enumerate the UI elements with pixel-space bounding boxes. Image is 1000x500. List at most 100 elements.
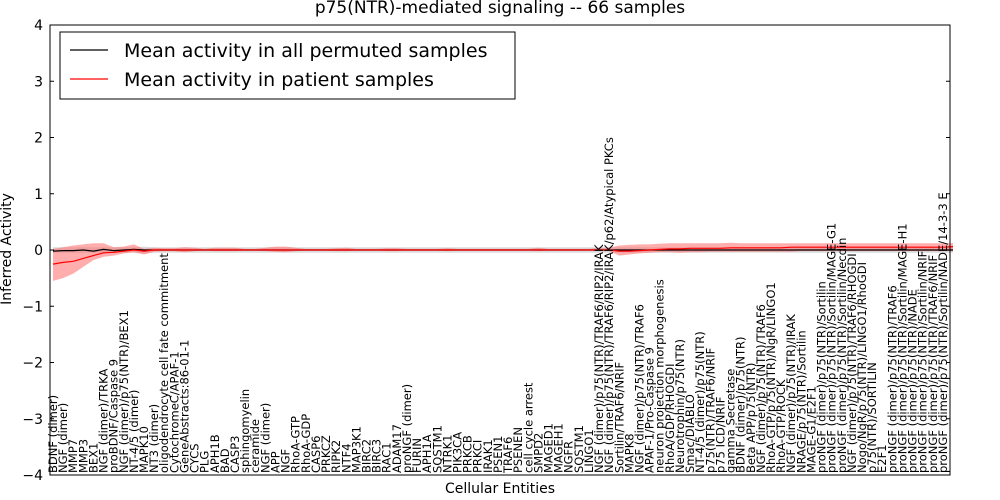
x-category-label: SMPD2 (531, 433, 545, 473)
x-category-label: NGF (dimer)/p75(NTR)/IRAK (784, 314, 798, 473)
x-category-label: Beta APP/p75(NTR) (744, 363, 758, 473)
x-category-label: TRAF6 (501, 437, 515, 474)
x-category-label: sphingomyelin (238, 389, 252, 473)
x-category-label: APH1A (420, 434, 434, 473)
x-category-label: SQSTM1 (430, 425, 444, 473)
x-category-label: SQSTM1 (572, 425, 586, 473)
x-category-label: PRKCZ (319, 435, 333, 473)
x-category-label: PRKCB (461, 435, 475, 473)
x-category-label: PSENEN (511, 427, 525, 473)
x-category-label: proNGF (dimer)/p75(NTR)/Sortilin/MAGE-H1 (895, 223, 909, 473)
x-category-label: APP (269, 451, 283, 473)
x-category-label: NTF4 (339, 443, 353, 473)
x-category-label: gamma Secretase (724, 369, 738, 473)
x-category-label: NT3 (dimer) (147, 404, 161, 473)
x-category-label: RhoA-GTP/ROCK (774, 379, 788, 473)
x-category-label: NRAGE/p75(NTR)/Sortilin (794, 330, 808, 473)
x-category-label: RhoA-GTP (289, 416, 303, 473)
x-category-label: MAPK8 (622, 433, 636, 473)
x-category-label: NT-4/5 (dimer) (127, 390, 141, 473)
x-category-label: cell cycle arrest (521, 382, 535, 473)
series-lines (52, 246, 954, 265)
x-category-label: CytochromeC/APAF-1 (167, 351, 181, 473)
x-category-label: MAPK10 (137, 426, 151, 473)
x-category-label: proBDNF/Caspase 9 (107, 359, 121, 473)
y-tick-label: −3 (22, 412, 43, 428)
x-category-label: PSEN1 (491, 436, 505, 473)
x-category-label: p75 ICD/NRIF (713, 397, 727, 473)
x-category-label: APH1B (208, 434, 222, 473)
x-category-label: BIRC2 (360, 439, 374, 473)
x-category-label: MAGED1 (542, 423, 556, 473)
x-category-label: p75(NTR)/TRAF6/NRIF (703, 348, 717, 473)
y-tick-label: −2 (22, 356, 43, 372)
x-category-label: NGF (dimer)/p75(NTR)/TRAF6 (633, 304, 647, 473)
legend-label-patient: Mean activity in patient samples (124, 69, 434, 91)
x-category-label: neuron projection morphogenesis (653, 279, 667, 473)
x-category-label: BIRC3 (370, 439, 384, 473)
x-category-label: RAC1 (380, 442, 394, 473)
y-tick-label: 4 (34, 18, 43, 34)
x-category-label: CYCS (188, 443, 202, 473)
x-category-label: MAGEH1 (552, 423, 566, 473)
x-category-label: PLG (198, 451, 212, 473)
x-category-label: FURIN (410, 438, 424, 473)
x-category-label: RhoA-GDP (299, 414, 313, 473)
x-category-label: NGF (dimer)/TRKA (97, 369, 111, 473)
x-category-label: NGF (dimer)/p75(NTR)/BEX1 (117, 310, 131, 473)
y-tick-label: 2 (34, 131, 43, 147)
x-category-label: CASP3 (228, 436, 242, 473)
legend-label-permuted: Mean activity in all permuted samples (124, 40, 487, 62)
x-category-label: LINGO1 (582, 429, 596, 473)
x-category-label: NGFR (562, 441, 576, 473)
x-category-label: BEX1 (86, 443, 100, 473)
x-category-label: RhoA/GDP/RHOGDI (663, 364, 677, 473)
x-category-label: RIPK2 (329, 440, 343, 473)
x-category-label: BDNF (dimer)/p75(NTR) (734, 337, 748, 474)
x-category-label: MAP3K1 (349, 426, 363, 473)
x-category-label: proNGF (dimer)/p75(NTR)/TRAF6 (885, 285, 899, 473)
y-tick-label: 3 (34, 74, 43, 90)
x-category-label: proNGF (dimer)/p75(NTR)/Sortilin/MAGE-G1 (825, 223, 839, 473)
x-category-label: proNGF (dimer)/p75(NTR)/Sortilin/NRIF (916, 251, 930, 473)
y-tick-label: 1 (34, 187, 43, 203)
x-category-label: NGF (279, 449, 293, 473)
chart-title: p75(NTR)-mediated signaling -- 66 sample… (315, 0, 685, 18)
x-category-label: NTRK1 (440, 435, 454, 473)
x-category-label: NGF (dimer) (258, 403, 272, 473)
x-category-label: MMP3 (76, 439, 90, 473)
x-category-label: ceramide (248, 419, 262, 473)
series-line-patient (52, 246, 954, 265)
x-category-label: proNGF (dimer)/p75(NTR)/NADE (906, 289, 920, 473)
x-category-label: proNGF (dimer) (400, 384, 414, 473)
x-category-label: proNGF (dimer)/p75(NTR)/Sortilin/Necdin (835, 238, 849, 473)
x-category-label: ADAM17 (390, 424, 404, 473)
x-category-label: NGF (dimer)/p75(NTR)/TRAF6/RHOGDI (845, 253, 859, 473)
x-category-label: NGF (dimer) (56, 403, 70, 473)
x-category-label: APAF-1/Pro-Caspase 9 (643, 347, 657, 473)
x-category-label: p75(NTR)/SORTILIN (865, 362, 879, 473)
x-category-label: PIK3CA (451, 432, 465, 473)
x-category-label: Smac/DIABLO (683, 394, 697, 473)
x-category-label: BAD (218, 448, 232, 473)
y-axis-label: Inferred Activity (0, 193, 15, 305)
x-axis-label: Cellular Entities (445, 481, 555, 497)
y-tick-label: −1 (22, 299, 43, 315)
x-category-label: GeneAbstracts:86-01-1 (178, 340, 192, 473)
x-category-label: proNGF (dimer)/p75(NTR)/Sortilin/NADE/14… (936, 192, 950, 473)
x-category-label: NGF (dimer)/p75(NTR)/TRAF6/RIP2/IRAK/p62… (602, 137, 616, 473)
x-category-label: CASP6 (309, 436, 323, 473)
x-category-label: Nogo/NgR/p75(NTR)/LINGO1/RhoGDI (855, 262, 869, 473)
x-category-label: IRAK1 (481, 439, 495, 473)
x-category-label: Sortilin/TRAF6/NRIF (612, 362, 626, 473)
x-category-label: Neurotrophin/p75(NTR) (673, 339, 687, 473)
legend-box (59, 31, 516, 100)
x-category-label: NGF (dimer)/p75(NTR)/TRAF6/RIP2/IRAK (592, 244, 606, 473)
confidence-bands (53, 242, 953, 281)
x-category-label: PRKCI (471, 440, 485, 473)
x-category-label: NT-4/5 (dimer)/p75(NTR) (693, 331, 707, 473)
x-category-label: proNGF (dimer)/p75(NTR)/Sortilin (815, 281, 829, 473)
y-tick-label: −4 (22, 468, 43, 484)
y-tick-label: 0 (34, 243, 43, 259)
